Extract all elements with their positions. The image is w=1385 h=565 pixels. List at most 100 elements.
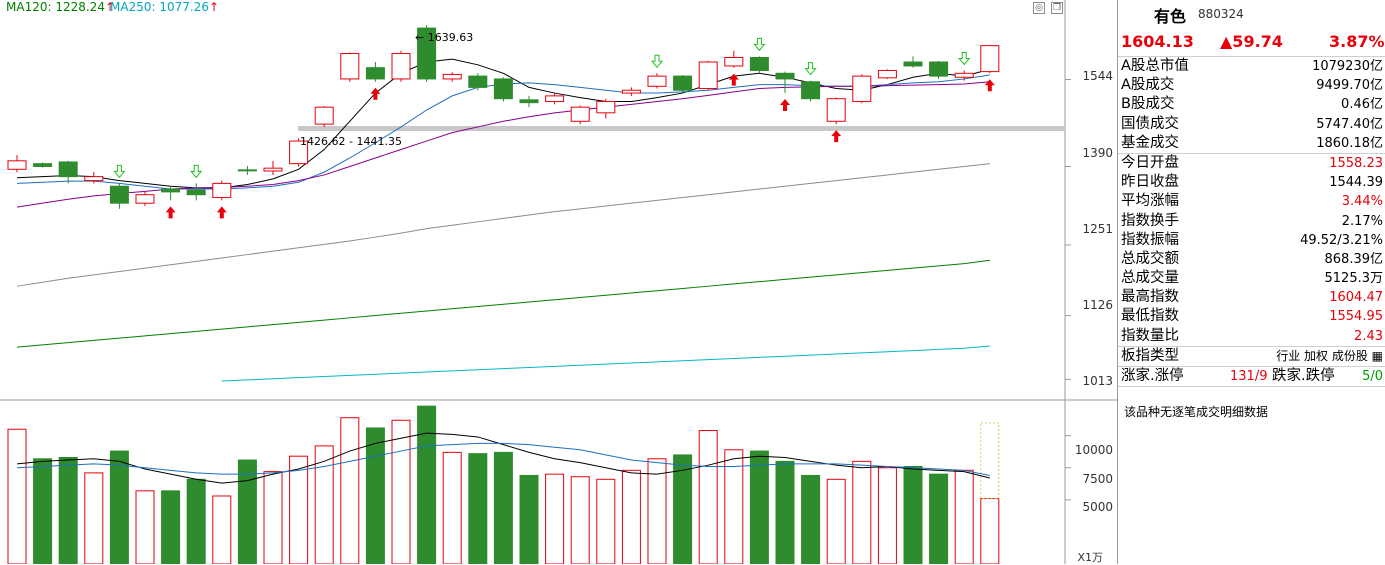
candle-body bbox=[519, 99, 539, 104]
stat-row: B股成交 0.46亿 bbox=[1118, 95, 1385, 114]
volume-bar bbox=[33, 458, 53, 564]
price-change-pct: 3.87% bbox=[1329, 32, 1385, 51]
candle-body bbox=[775, 72, 795, 80]
buy-signal-arrow bbox=[728, 73, 739, 86]
price-axis-label: 1013 bbox=[1082, 374, 1113, 388]
stat-label: B股成交 bbox=[1121, 96, 1175, 113]
volume-bar bbox=[340, 417, 360, 564]
board-type-value-text: 行业 加权 成份股 bbox=[1276, 348, 1368, 363]
volume-projection-bar bbox=[980, 422, 1000, 500]
stat-label: 平均涨幅 bbox=[1121, 193, 1179, 210]
volume-axis-label: 10000 bbox=[1074, 443, 1113, 457]
kline-chart-area[interactable]: MA120: 1228.24↑ MA250: 1077.26↑ ◎ ❐ 1544… bbox=[0, 0, 1117, 564]
board-type-value[interactable]: 行业 加权 成份股 ▦ bbox=[1276, 347, 1383, 366]
candle-body bbox=[365, 67, 385, 80]
stat-row: 最高指数 1604.47 bbox=[1118, 288, 1385, 307]
stat-row: 基金成交 1860.18亿 bbox=[1118, 134, 1385, 153]
stat-value: 0.46亿 bbox=[1341, 97, 1383, 113]
price-change: ▲59.74 bbox=[1220, 32, 1283, 51]
candle-body bbox=[673, 75, 693, 91]
candle-body bbox=[135, 194, 155, 204]
volume-bar bbox=[84, 472, 104, 564]
volume-bar bbox=[161, 490, 181, 564]
ma120-line bbox=[16, 259, 990, 348]
price-axis-label: 1126 bbox=[1082, 298, 1113, 312]
candle-body bbox=[186, 189, 206, 196]
candle-body bbox=[852, 75, 872, 103]
volume-bar bbox=[289, 455, 309, 564]
volume-bar bbox=[212, 495, 232, 564]
candle-body bbox=[442, 73, 462, 80]
board-type-row: 板指类型 行业 加权 成份股 ▦ bbox=[1118, 347, 1385, 366]
candle-body bbox=[340, 53, 360, 80]
stat-row: 指数换手 2.17% bbox=[1118, 212, 1385, 231]
gap-band bbox=[298, 126, 1065, 131]
kline-chart[interactable] bbox=[0, 0, 1117, 564]
volume-bar bbox=[570, 476, 590, 564]
volume-bar bbox=[877, 467, 897, 564]
price-row: 1604.13 ▲59.74 3.87% bbox=[1118, 26, 1385, 56]
stat-value: 49.52/3.21% bbox=[1300, 232, 1383, 248]
current-price: 1604.13 bbox=[1121, 32, 1194, 51]
volume-bar bbox=[391, 419, 411, 564]
volume-bar bbox=[826, 478, 846, 564]
candle-body bbox=[570, 106, 590, 122]
buy-signal-arrow bbox=[216, 206, 227, 219]
stat-label: 指数换手 bbox=[1121, 212, 1179, 229]
stat-row: A股总市值 1079230亿 bbox=[1118, 57, 1385, 76]
volume-bar bbox=[493, 451, 513, 564]
ma120-label-text: MA120: 1228.24 bbox=[6, 0, 105, 14]
stat-label: 最低指数 bbox=[1121, 308, 1179, 325]
stat-value: 2.17% bbox=[1341, 213, 1383, 229]
ma250-line bbox=[221, 345, 990, 382]
volume-bar bbox=[545, 473, 565, 564]
volume-bar bbox=[58, 456, 78, 564]
ma120-label: MA120: 1228.24↑ bbox=[6, 0, 115, 14]
volume-unit-label: X1万 bbox=[1077, 551, 1103, 564]
stat-row: 总成交量 5125.3万 bbox=[1118, 269, 1385, 288]
stat-value: 9499.70亿 bbox=[1316, 78, 1383, 94]
buy-signal-arrow bbox=[984, 79, 995, 92]
candle-body bbox=[596, 101, 616, 114]
up-count-label: 涨家.涨停 bbox=[1121, 368, 1184, 384]
board-type-label: 板指类型 bbox=[1121, 347, 1179, 364]
sell-signal-arrow bbox=[958, 51, 971, 66]
candle-body bbox=[954, 72, 974, 78]
stat-value: 1544.39 bbox=[1329, 175, 1383, 191]
stat-row: 平均涨幅 3.44% bbox=[1118, 192, 1385, 211]
candle-body bbox=[212, 182, 232, 199]
quote-panel: 有色 880324 1604.13 ▲59.74 3.87% A股总市值 1079… bbox=[1117, 0, 1385, 564]
high-annotation: ← 1639.63 bbox=[415, 31, 473, 44]
stat-value: 1079230亿 bbox=[1312, 59, 1383, 74]
candle-body bbox=[289, 140, 309, 165]
candle-body bbox=[84, 176, 104, 182]
stat-label: 最高指数 bbox=[1121, 289, 1179, 306]
price-axis-label: 1390 bbox=[1082, 146, 1113, 160]
candle-body bbox=[724, 56, 744, 67]
volume-bar bbox=[980, 498, 1000, 564]
volume-bar bbox=[417, 405, 437, 564]
menu-icon[interactable]: ▦ bbox=[1371, 348, 1383, 363]
volume-bar bbox=[135, 490, 155, 564]
gap-annotation: 1426.62 - 1441.35 bbox=[300, 135, 402, 148]
arrow-up-icon: ↑ bbox=[104, 0, 116, 14]
candle-body bbox=[801, 81, 821, 100]
stats-list: A股总市值 1079230亿 A股成交 9499.70亿 B股成交 0.46亿 国债成交 57… bbox=[1118, 56, 1385, 346]
volume-bar bbox=[775, 460, 795, 564]
search-icon[interactable]: ◎ bbox=[1033, 2, 1045, 14]
volume-bar bbox=[903, 465, 923, 564]
arrow-up-icon: ↑ bbox=[208, 0, 220, 14]
ma250-label: MA250: 1077.26↑ bbox=[110, 0, 219, 14]
stat-label: 总成交额 bbox=[1121, 250, 1179, 267]
buy-signal-arrow bbox=[780, 99, 790, 112]
restore-icon[interactable]: ❐ bbox=[1051, 2, 1063, 14]
volume-bar bbox=[749, 450, 769, 564]
volume-bar bbox=[109, 450, 129, 564]
stat-value: 2.43 bbox=[1354, 328, 1383, 344]
candle-body bbox=[391, 53, 411, 80]
stat-label: A股总市值 bbox=[1121, 58, 1189, 74]
candle-body bbox=[980, 45, 1000, 73]
volume-axis-label: 7500 bbox=[1082, 472, 1113, 486]
candle-body bbox=[314, 106, 334, 125]
candle-body bbox=[237, 169, 257, 172]
